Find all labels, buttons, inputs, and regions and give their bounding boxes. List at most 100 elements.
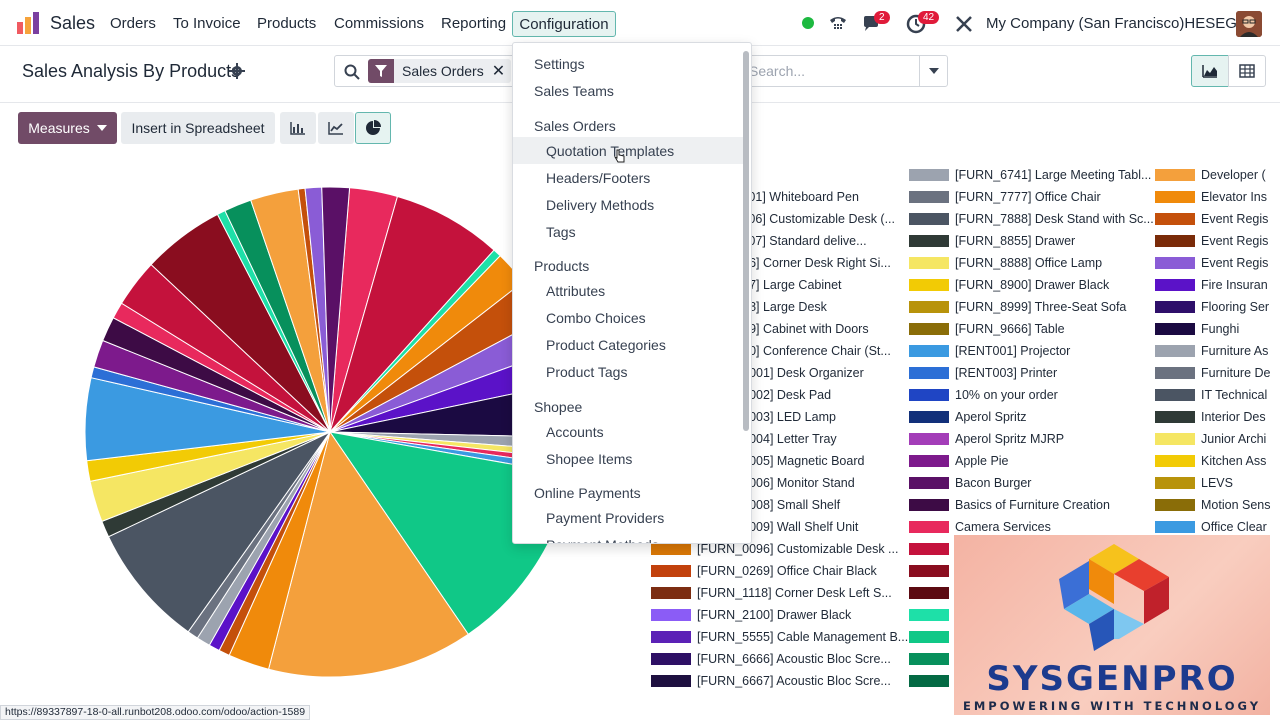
pie-slice[interactable] [107,430,332,633]
menu-item-settings[interactable]: Settings [534,55,585,72]
legend-item[interactable]: IT Technical [1155,388,1267,402]
legend-item[interactable] [909,608,955,622]
legend-swatch [909,213,949,225]
sales-app-icon[interactable] [16,12,40,34]
bar-chart-button[interactable] [280,112,316,144]
menu-to-invoice[interactable]: To Invoice [173,15,241,32]
filter-icon [368,59,394,83]
search-options-toggle[interactable] [919,56,947,86]
legend-swatch [909,345,949,357]
legend-swatch [909,587,949,599]
legend-item[interactable]: [FURN_8888] Office Lamp [909,256,1102,270]
legend-item[interactable]: [FURN_0269] Office Chair Black [651,564,877,578]
legend-item[interactable]: [FURN_8999] Three-Seat Sofa [909,300,1126,314]
menu-products[interactable]: Products [257,15,317,32]
search-input[interactable]: Search... [749,63,806,79]
menu-item-product-categories[interactable]: Product Categories [546,336,666,353]
legend-label: Elevator Ins [1201,190,1268,204]
menu-item-combo-choices[interactable]: Combo Choices [546,309,646,326]
menu-item-quotation-templates[interactable]: Quotation Templates [513,137,743,164]
legend-item[interactable]: Interior Des [1155,410,1266,424]
activity-clock-icon[interactable] [906,14,926,34]
legend-item[interactable] [909,542,955,556]
tools-icon[interactable] [955,15,973,33]
legend-item[interactable]: Aperol Spritz MJRP [909,432,1064,446]
legend-item[interactable]: [FURN_6666] Acoustic Bloc Scre... [651,652,891,666]
menu-item-payment-providers[interactable]: Payment Providers [546,509,665,526]
menu-item-attributes[interactable]: Attributes [546,282,606,299]
menu-configuration[interactable]: Configuration [512,11,616,37]
legend-item[interactable]: [FURN_0096] Customizable Desk ... [651,542,898,556]
gear-icon[interactable] [229,63,245,79]
menu-item-accounts[interactable]: Accounts [546,423,604,440]
legend-item[interactable]: [FURN_6741] Large Meeting Tabl... [909,168,1151,182]
legend-item[interactable]: Elevator Ins [1155,190,1267,204]
legend-item[interactable]: Office Clear [1155,520,1267,534]
legend-item[interactable] [909,586,955,600]
pie-slice[interactable] [329,195,495,433]
legend-item[interactable] [909,674,955,688]
legend-item[interactable]: Bacon Burger [909,476,1031,490]
facet-label: Sales Orders [402,63,484,79]
legend-item[interactable]: [FURN_1118] Corner Desk Left S... [651,586,892,600]
pie-slice[interactable] [267,430,469,678]
legend-item[interactable]: Aperol Spritz [909,410,1027,424]
company-switcher[interactable]: My Company (San Francisco)HESEGO [986,15,1249,32]
legend-item[interactable]: [FURN_8855] Drawer [909,234,1075,248]
user-avatar[interactable] [1236,11,1262,37]
graph-view-button[interactable] [1191,55,1229,87]
pie-chart-button[interactable] [355,112,391,144]
legend-item[interactable]: Kitchen Ass [1155,454,1266,468]
dropdown-scrollbar[interactable] [743,51,749,431]
legend-item[interactable]: Motion Sens [1155,498,1270,512]
legend-item[interactable]: Flooring Ser [1155,300,1269,314]
legend-item[interactable]: [FURN_7888] Desk Stand with Sc... [909,212,1154,226]
line-chart-button[interactable] [318,112,354,144]
legend-item[interactable]: [FURN_7777] Office Chair [909,190,1101,204]
legend-item[interactable]: LEVS [1155,476,1233,490]
legend-item[interactable]: Basics of Furniture Creation [909,498,1110,512]
menu-item-headers-footers[interactable]: Headers/Footers [546,169,651,186]
legend-item[interactable]: [FURN_6667] Acoustic Bloc Scre... [651,674,891,688]
legend-item[interactable]: Event Regis [1155,256,1268,270]
legend-item[interactable] [909,630,955,644]
measures-button[interactable]: Measures [18,112,117,144]
menu-item-shopee-items[interactable]: Shopee Items [546,450,633,467]
legend-item[interactable]: [FURN_2100] Drawer Black [651,608,851,622]
legend-swatch [1155,323,1195,335]
legend-item[interactable]: [RENT001] Projector [909,344,1070,358]
watermark-title: SYSGENPRO [986,659,1238,699]
legend-item[interactable]: [FURN_9666] Table [909,322,1065,336]
menu-item-sales-teams[interactable]: Sales Teams [534,82,614,99]
legend-item[interactable]: Furniture De [1155,366,1270,380]
legend-item[interactable]: 10% on your order [909,388,1058,402]
menu-item-product-tags[interactable]: Product Tags [546,363,628,380]
app-name[interactable]: Sales [50,13,96,33]
legend-item[interactable]: Fire Insuran [1155,278,1268,292]
menu-item-payment-methods[interactable]: Payment Methods [513,531,743,544]
legend-item[interactable]: Apple Pie [909,454,1009,468]
legend-item[interactable] [909,652,955,666]
legend-item[interactable]: Event Regis [1155,212,1268,226]
pie-slice[interactable] [321,186,351,433]
legend-item[interactable]: Camera Services [909,520,1051,534]
menu-item-tags[interactable]: Tags [546,223,576,240]
menu-commissions[interactable]: Commissions [334,15,425,32]
legend-item[interactable]: Developer ( [1155,168,1266,182]
legend-item[interactable]: Event Regis [1155,234,1268,248]
legend-item[interactable]: [RENT003] Printer [909,366,1057,380]
legend-item[interactable]: Funghi [1155,322,1239,336]
legend-item[interactable]: [FURN_5555] Cable Management B... [651,630,908,644]
menu-reporting[interactable]: Reporting [441,15,507,32]
legend-item[interactable]: [FURN_8900] Drawer Black [909,278,1109,292]
phone-icon[interactable] [828,14,848,32]
facet-remove-icon[interactable]: ✕ [491,63,506,80]
legend-item[interactable]: Junior Archi [1155,432,1266,446]
insert-spreadsheet-button[interactable]: Insert in Spreadsheet [121,112,275,144]
legend-item[interactable]: Furniture As [1155,344,1268,358]
legend-item[interactable] [909,564,955,578]
menu-orders[interactable]: Orders [110,15,156,32]
pivot-view-button[interactable] [1228,55,1266,87]
menu-item-delivery-methods[interactable]: Delivery Methods [546,196,655,213]
legend-swatch [1155,499,1195,511]
